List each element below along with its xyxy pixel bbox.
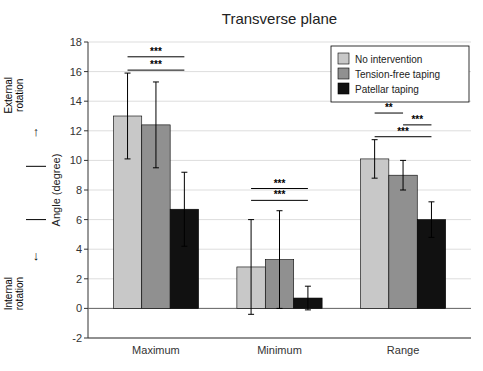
title: Transverse plane bbox=[222, 10, 337, 27]
error-bar bbox=[153, 82, 159, 168]
legend-label: Tension-free taping bbox=[355, 69, 440, 80]
side-arrow: ↑ bbox=[33, 124, 40, 139]
tick-label: 6 bbox=[76, 214, 82, 226]
tick-mark bbox=[84, 308, 88, 309]
bar bbox=[389, 175, 417, 308]
significance-label: *** bbox=[150, 46, 162, 57]
tick-label: 2 bbox=[76, 273, 82, 285]
tick-label: 8 bbox=[76, 184, 82, 196]
legend-swatch bbox=[338, 53, 349, 64]
tick-mark bbox=[84, 160, 88, 161]
error-bar bbox=[428, 202, 434, 238]
tick-label: 16 bbox=[70, 66, 82, 78]
tick-label: 10 bbox=[70, 154, 82, 166]
tick-label: 0 bbox=[76, 302, 82, 314]
tick-mark bbox=[84, 249, 88, 250]
side-label-line: rotation bbox=[14, 277, 25, 310]
tick-mark bbox=[84, 101, 88, 102]
legend: No intervention Tension-free taping Patell… bbox=[331, 46, 469, 102]
tick-mark bbox=[84, 278, 88, 279]
side-label: Externalrotation bbox=[3, 77, 25, 114]
significance-label: *** bbox=[274, 178, 286, 189]
y-axis-label: Angle (degree) bbox=[50, 154, 62, 227]
error-bar bbox=[277, 211, 283, 309]
side-label: Internalrotation bbox=[3, 277, 25, 310]
error-bar bbox=[125, 73, 131, 159]
legend-swatch bbox=[338, 68, 349, 79]
tick-mark bbox=[84, 219, 88, 220]
significance-label: *** bbox=[411, 114, 423, 125]
tick-label: 12 bbox=[70, 125, 82, 137]
legend-label: No intervention bbox=[355, 54, 422, 65]
bar bbox=[360, 159, 388, 308]
error-bar bbox=[248, 220, 254, 315]
side-label-line: Internal bbox=[3, 277, 14, 310]
side-label-line: External bbox=[3, 77, 14, 114]
significance-label: *** bbox=[150, 59, 162, 70]
side-separator bbox=[26, 219, 46, 220]
legend-box bbox=[331, 46, 469, 102]
grid-line bbox=[88, 42, 471, 43]
tick-label: 14 bbox=[70, 95, 82, 107]
category-label: Maximum bbox=[132, 344, 180, 356]
chart: -2024681012141618MaximumMinimumRange****… bbox=[0, 0, 483, 371]
tick-mark bbox=[84, 130, 88, 131]
significance-label: *** bbox=[397, 126, 409, 137]
y-axis bbox=[88, 42, 89, 338]
grid-line bbox=[88, 338, 471, 339]
side-separator bbox=[26, 166, 46, 167]
tick-mark bbox=[84, 71, 88, 72]
category-label: Minimum bbox=[257, 344, 302, 356]
tick-mark bbox=[84, 338, 88, 339]
x-axis bbox=[88, 338, 471, 339]
error-bar bbox=[181, 172, 187, 246]
side-arrow: ↓ bbox=[33, 248, 40, 263]
error-bar bbox=[372, 140, 378, 178]
legend-swatch bbox=[338, 83, 349, 94]
error-bar bbox=[400, 160, 406, 190]
significance-label: *** bbox=[274, 189, 286, 200]
tick-label: 4 bbox=[76, 243, 82, 255]
tick-mark bbox=[84, 42, 88, 43]
tick-label: 18 bbox=[70, 36, 82, 48]
legend-label: Patellar taping bbox=[355, 84, 419, 95]
tick-label: -2 bbox=[72, 332, 82, 344]
side-label-line: rotation bbox=[14, 79, 25, 112]
error-bar bbox=[305, 286, 311, 310]
category-label: Range bbox=[387, 344, 419, 356]
tick-mark bbox=[84, 190, 88, 191]
significance-label: ** bbox=[385, 102, 393, 113]
